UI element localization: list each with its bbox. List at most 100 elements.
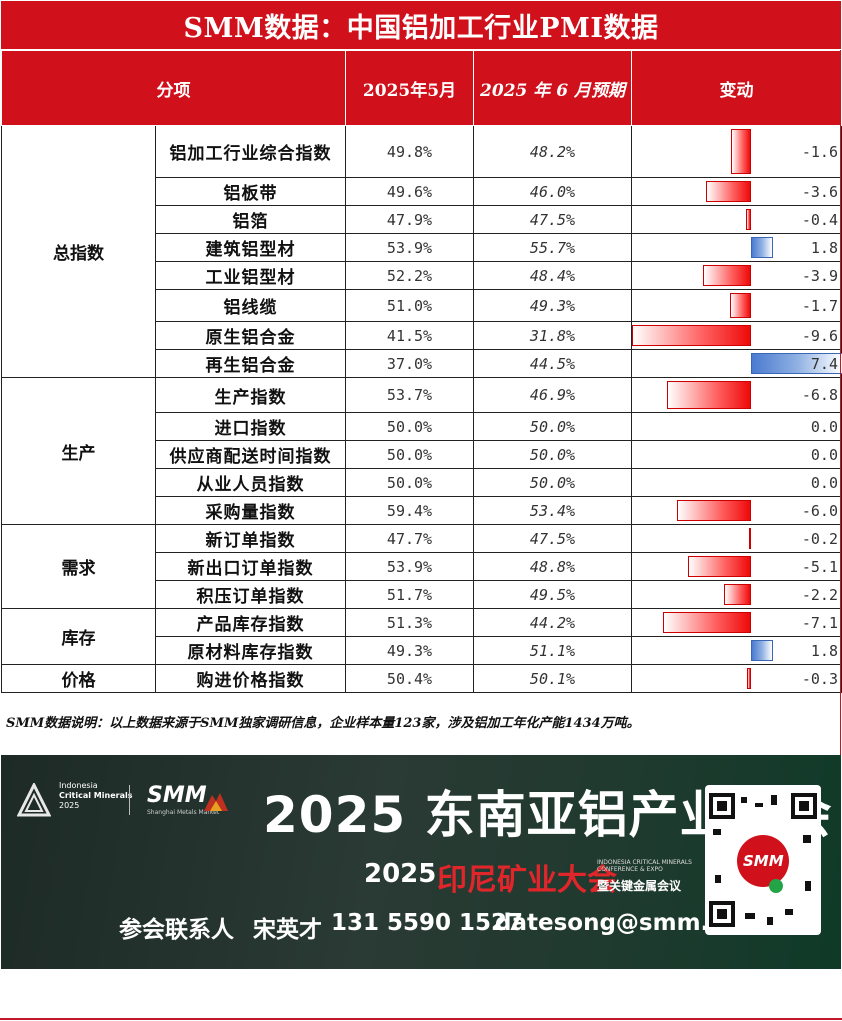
change-bar bbox=[662, 612, 751, 633]
qr-code[interactable]: SMM bbox=[705, 785, 821, 935]
change-cell: -0.2 bbox=[631, 524, 842, 553]
indicator-name-cell: 铝加工行业综合指数 bbox=[155, 125, 346, 178]
indicator-name-cell: 铝板带 bbox=[155, 177, 346, 206]
indicator-name-cell: 工业铝型材 bbox=[155, 261, 346, 290]
change-value: -6.8 bbox=[801, 386, 838, 404]
may-value-cell: 53.7% bbox=[345, 377, 474, 413]
may-value-cell: 47.7% bbox=[345, 524, 474, 553]
change-bar bbox=[702, 265, 751, 286]
category-cell: 需求 bbox=[1, 524, 156, 609]
qr-pattern-icon bbox=[709, 793, 817, 927]
category-cell: 价格 bbox=[1, 664, 156, 693]
june-forecast-cell: 46.0% bbox=[473, 177, 632, 206]
category-cell: 库存 bbox=[1, 608, 156, 665]
may-value-cell: 50.0% bbox=[345, 468, 474, 497]
change-value: -7.1 bbox=[801, 613, 838, 632]
change-cell: -3.9 bbox=[631, 261, 842, 290]
indicator-name-cell: 购进价格指数 bbox=[155, 664, 346, 693]
change-cell: 0.0 bbox=[631, 440, 842, 469]
change-bar bbox=[706, 181, 751, 202]
june-forecast-cell: 51.1% bbox=[473, 636, 632, 665]
change-bar bbox=[748, 528, 751, 549]
icm-line-2: Critical Minerals bbox=[59, 791, 133, 800]
change-value: -1.6 bbox=[801, 142, 838, 161]
may-value-cell: 51.3% bbox=[345, 608, 474, 637]
may-value-cell: 37.0% bbox=[345, 349, 474, 378]
change-bar bbox=[666, 381, 751, 409]
may-value-cell: 50.0% bbox=[345, 412, 474, 441]
may-value-cell: 47.9% bbox=[345, 205, 474, 234]
indicator-name-cell: 供应商配送时间指数 bbox=[155, 440, 346, 469]
change-value: 1.8 bbox=[810, 641, 838, 660]
table-row: 库存 产品库存指数 51.3% 44.2% -7.1 bbox=[1, 608, 842, 665]
icm-logo-text: Indonesia Critical Minerals 2025 bbox=[59, 781, 132, 811]
table-row: 积压订单指数 51.7% 49.5% -2.2 bbox=[2, 580, 842, 609]
change-value: -3.9 bbox=[801, 266, 838, 285]
table-row: 原材料库存指数 49.3% 51.1% 1.8 bbox=[2, 636, 842, 665]
change-value: -0.3 bbox=[801, 669, 838, 688]
change-bar bbox=[687, 556, 751, 577]
may-value-cell: 53.9% bbox=[345, 552, 474, 581]
change-cell: -6.8 bbox=[631, 377, 842, 413]
june-forecast-cell: 48.4% bbox=[473, 261, 632, 290]
category-cell: 生产 bbox=[1, 377, 156, 525]
table-row: 从业人员指数 50.0% 50.0% 0.0 bbox=[2, 468, 842, 497]
contact-name: 宋英才 bbox=[253, 917, 322, 943]
may-value-cell: 50.4% bbox=[345, 664, 474, 693]
june-forecast-cell: 55.7% bbox=[473, 233, 632, 262]
change-value: 7.4 bbox=[810, 354, 838, 373]
contact-phone: 131 5590 1527 bbox=[331, 910, 524, 936]
change-value: -0.2 bbox=[801, 529, 838, 548]
change-value: 0.0 bbox=[810, 445, 838, 464]
indicator-name-cell: 新出口订单指数 bbox=[155, 552, 346, 581]
change-bar bbox=[747, 668, 751, 689]
change-value: -2.2 bbox=[801, 585, 838, 604]
contact-email[interactable]: datesong@smm.cn bbox=[495, 910, 740, 936]
change-bar bbox=[676, 500, 751, 521]
table-row: 需求 新订单指数 47.7% 47.5% -0.2 bbox=[1, 524, 842, 609]
change-value: -5.1 bbox=[801, 557, 838, 576]
indicator-name-cell: 产品库存指数 bbox=[155, 608, 346, 637]
change-bar bbox=[751, 237, 774, 258]
change-cell: -0.4 bbox=[631, 205, 842, 234]
data-note: SMM数据说明：以上数据来源于SMM独家调研信息，企业样本量123家，涉及铝加工… bbox=[6, 716, 640, 731]
change-cell: 7.4 bbox=[631, 349, 842, 378]
indicator-name-cell: 生产指数 bbox=[155, 377, 346, 413]
indicator-name-cell: 再生铝合金 bbox=[155, 349, 346, 378]
indicator-name-cell: 铝线缆 bbox=[155, 289, 346, 322]
table-row: 建筑铝型材 53.9% 55.7% 1.8 bbox=[2, 233, 842, 262]
indonesia-critical-minerals-logo-icon bbox=[17, 783, 51, 817]
header-change: 变动 bbox=[631, 50, 842, 126]
june-forecast-cell: 44.5% bbox=[473, 349, 632, 378]
may-value-cell: 49.8% bbox=[345, 125, 474, 178]
june-forecast-cell: 48.2% bbox=[473, 125, 632, 178]
change-bar bbox=[751, 640, 774, 661]
indicator-name-cell: 新订单指数 bbox=[155, 524, 346, 553]
mountain-logo-icon bbox=[204, 793, 228, 811]
change-bar bbox=[723, 584, 751, 605]
table-row: 采购量指数 59.4% 53.4% -6.0 bbox=[2, 496, 842, 525]
may-value-cell: 51.7% bbox=[345, 580, 474, 609]
logo-divider bbox=[129, 785, 130, 815]
may-value-cell: 41.5% bbox=[345, 321, 474, 350]
change-cell: 0.0 bbox=[631, 468, 842, 497]
table-row: 工业铝型材 52.2% 48.4% -3.9 bbox=[2, 261, 842, 290]
change-cell: -1.7 bbox=[631, 289, 842, 322]
june-forecast-cell: 50.1% bbox=[473, 664, 632, 693]
indicator-name-cell: 建筑铝型材 bbox=[155, 233, 346, 262]
table-row: 进口指数 50.0% 50.0% 0.0 bbox=[2, 412, 842, 441]
change-value: 0.0 bbox=[810, 417, 838, 436]
indicator-name-cell: 原生铝合金 bbox=[155, 321, 346, 350]
june-forecast-cell: 46.9% bbox=[473, 377, 632, 413]
icm-line-1: Indonesia bbox=[59, 781, 98, 790]
indicator-name-cell: 进口指数 bbox=[155, 412, 346, 441]
page-title: SMM数据：中国铝加工行业PMI数据 bbox=[1, 1, 841, 49]
change-cell: 0.0 bbox=[631, 412, 842, 441]
conference-banner[interactable]: Indonesia Critical Minerals 2025 SMM Sha… bbox=[1, 755, 841, 969]
table-row: 铝板带 49.6% 46.0% -3.6 bbox=[2, 177, 842, 206]
indicator-name-cell: 采购量指数 bbox=[155, 496, 346, 525]
change-cell: -7.1 bbox=[631, 608, 842, 637]
may-value-cell: 59.4% bbox=[345, 496, 474, 525]
header-june: 2025 年 6 月预期 bbox=[473, 50, 632, 126]
indicator-name-cell: 铝箔 bbox=[155, 205, 346, 234]
